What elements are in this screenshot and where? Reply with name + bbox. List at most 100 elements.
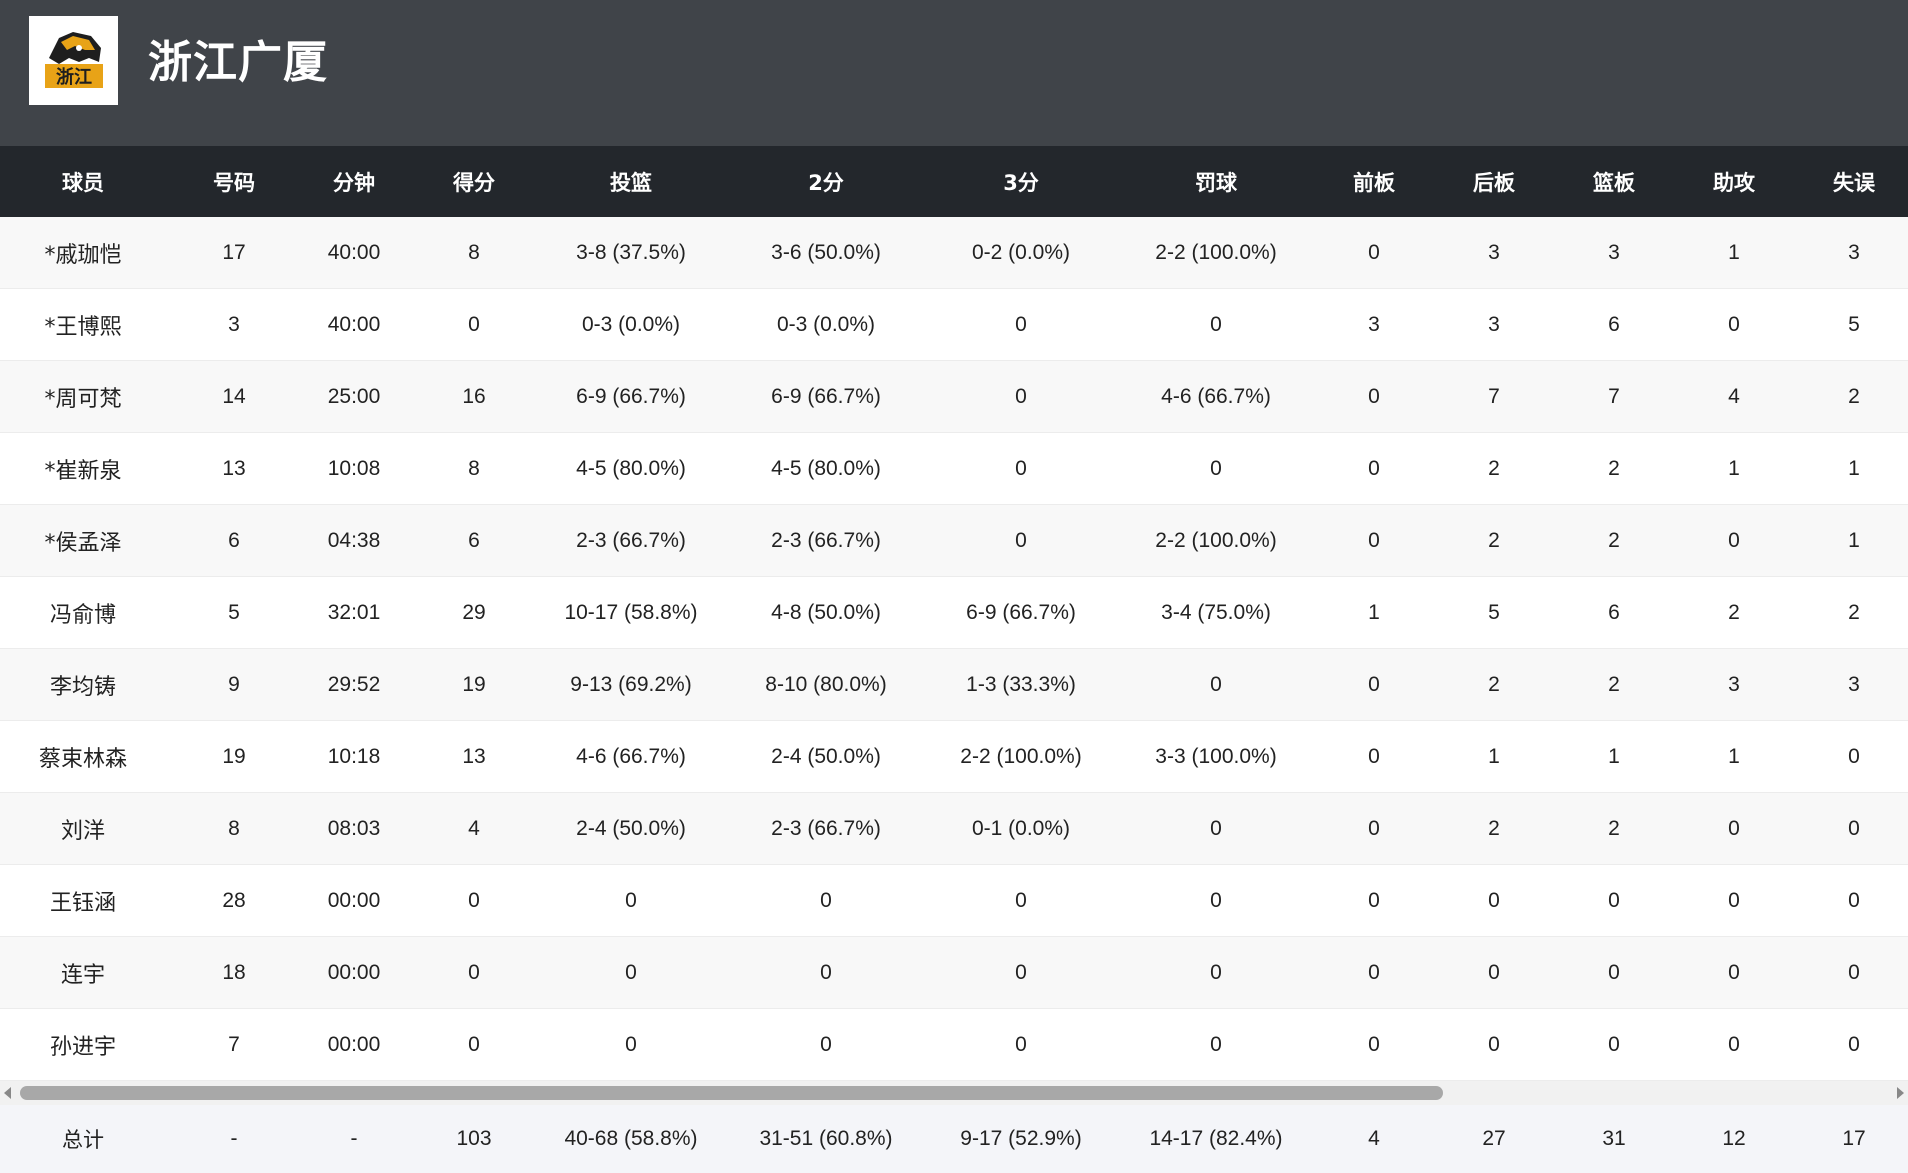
- stat-off-reb: 0: [1368, 816, 1380, 840]
- team-header: 浙江 浙江广厦: [0, 0, 1908, 146]
- stat-tov: 0: [1848, 960, 1860, 984]
- stat-tov: 0: [1848, 816, 1860, 840]
- stat-ast: 1: [1728, 240, 1740, 264]
- stat-minutes: 29:52: [327, 672, 381, 696]
- stat-def-reb: 2: [1488, 456, 1500, 480]
- table-row: *崔新泉 13 10:08 8 4-5 (80.0%) 4-5 (80.0%) 0 0 0 2 2 1…: [0, 433, 1908, 505]
- scroll-left-arrow-icon[interactable]: [4, 1087, 11, 1099]
- stat-two-pt: 2-3 (66.7%): [771, 816, 881, 840]
- tiger-logo-icon: 浙江: [45, 32, 103, 88]
- stat-reb: 1: [1608, 744, 1620, 768]
- table-row: *侯孟泽 6 04:38 6 2-3 (66.7%) 2-3 (66.7%) 0 2-2 (1…: [0, 505, 1908, 577]
- player-name: *崔新泉: [44, 458, 122, 484]
- stat-ft: 0: [1210, 816, 1222, 840]
- stat-off-reb: 0: [1368, 672, 1380, 696]
- stat-ast: 4: [1728, 384, 1740, 408]
- stat-ast: 0: [1728, 888, 1740, 912]
- stat-reb: 6: [1608, 600, 1620, 624]
- stat-tov: 5: [1848, 312, 1860, 336]
- table-header: 球员 号码 分钟 得分 投篮 2分 3分 罚球 前板 后板 篮板 助攻 失误: [0, 146, 1908, 217]
- stat-minutes: 40:00: [327, 312, 381, 336]
- stat-reb: 0: [1608, 1032, 1620, 1056]
- player-name: *王博熙: [44, 314, 122, 340]
- total-minutes: -: [350, 1127, 358, 1150]
- stat-number: 19: [222, 744, 246, 768]
- table-row: 王钰涵 28 00:00 0 0 0 0 0 0 0 0 0 0: [0, 865, 1908, 937]
- player-stats-table: *戚珈恺 17 40:00 8 3-8 (37.5%) 3-6 (50.0%) 0-2 (0…: [0, 217, 1908, 1081]
- stat-two-pt: 3-6 (50.0%): [771, 240, 881, 264]
- stat-number: 28: [222, 888, 246, 912]
- column-header-number: 号码: [213, 170, 255, 195]
- table-row: 李均铸 9 29:52 19 9-13 (69.2%) 8-10 (80.0%) 1-3 (…: [0, 649, 1908, 721]
- stat-minutes: 00:00: [327, 1032, 381, 1056]
- stat-off-reb: 0: [1368, 1032, 1380, 1056]
- stat-tov: 0: [1848, 1032, 1860, 1056]
- stat-fg: 0: [625, 1032, 637, 1056]
- stat-reb: 2: [1608, 672, 1620, 696]
- stat-points: 13: [462, 744, 486, 768]
- horizontal-scrollbar[interactable]: [0, 1081, 1908, 1105]
- scrollbar-thumb[interactable]: [20, 1086, 1443, 1100]
- stat-def-reb: 2: [1488, 672, 1500, 696]
- stat-tov: 0: [1848, 744, 1860, 768]
- total-ast: 12: [1722, 1127, 1746, 1150]
- stat-number: 18: [222, 960, 246, 984]
- stat-points: 8: [468, 456, 480, 480]
- stat-off-reb: 0: [1368, 240, 1380, 264]
- player-name: 孙进宇: [49, 1034, 116, 1060]
- stat-minutes: 10:08: [327, 456, 381, 480]
- column-header-reb: 篮板: [1593, 170, 1635, 195]
- stat-points: 0: [468, 312, 480, 336]
- stat-minutes: 00:00: [327, 888, 381, 912]
- stat-ast: 3: [1728, 672, 1740, 696]
- stat-number: 8: [228, 816, 240, 840]
- stat-two-pt: 2-4 (50.0%): [771, 744, 881, 768]
- total-tov: 17: [1842, 1127, 1866, 1150]
- stat-three-pt: 0: [1015, 384, 1027, 408]
- stat-off-reb: 0: [1368, 744, 1380, 768]
- stat-fg: 6-9 (66.7%): [576, 384, 686, 408]
- stat-minutes: 08:03: [327, 816, 381, 840]
- player-name: *戚珈恺: [44, 242, 122, 268]
- player-name: 冯俞博: [49, 602, 116, 628]
- stat-number: 13: [222, 456, 246, 480]
- column-header-points: 得分: [453, 170, 495, 195]
- stat-ast: 0: [1728, 816, 1740, 840]
- stat-ast: 0: [1728, 960, 1740, 984]
- stat-points: 0: [468, 960, 480, 984]
- stat-ft: 0: [1210, 312, 1222, 336]
- stat-ft: 0: [1210, 960, 1222, 984]
- stat-points: 8: [468, 240, 480, 264]
- player-name: 蔡束林森: [38, 746, 127, 772]
- total-number: -: [230, 1127, 238, 1150]
- stat-points: 6: [468, 528, 480, 552]
- stat-tov: 2: [1848, 384, 1860, 408]
- stat-ft: 0: [1210, 672, 1222, 696]
- stat-def-reb: 0: [1488, 960, 1500, 984]
- stat-off-reb: 0: [1368, 528, 1380, 552]
- stat-off-reb: 0: [1368, 888, 1380, 912]
- stat-reb: 3: [1608, 240, 1620, 264]
- stat-two-pt: 0: [820, 1032, 832, 1056]
- table-row: 蔡束林森 19 10:18 13 4-6 (66.7%) 2-4 (50.0%) 2-2 (…: [0, 721, 1908, 793]
- player-name: *侯孟泽: [44, 530, 122, 556]
- stat-tov: 3: [1848, 672, 1860, 696]
- stat-fg: 10-17 (58.8%): [564, 600, 698, 624]
- total-three-pt: 9-17 (52.9%): [960, 1127, 1082, 1150]
- stat-ast: 1: [1728, 456, 1740, 480]
- stat-three-pt: 0-2 (0.0%): [971, 240, 1071, 264]
- column-header-off-reb: 前板: [1353, 170, 1395, 195]
- table-row: *王博熙 3 40:00 0 0-3 (0.0%) 0-3 (0.0%) 0 0 3 3 6 0 5: [0, 289, 1908, 361]
- stat-off-reb: 0: [1368, 456, 1380, 480]
- stat-reb: 2: [1608, 816, 1620, 840]
- stat-tov: 3: [1848, 240, 1860, 264]
- stat-fg: 2-4 (50.0%): [576, 816, 686, 840]
- stat-def-reb: 3: [1488, 312, 1500, 336]
- stat-three-pt: 0: [1015, 456, 1027, 480]
- scroll-right-arrow-icon[interactable]: [1897, 1087, 1904, 1099]
- stat-off-reb: 3: [1368, 312, 1380, 336]
- total-points: 103: [456, 1127, 492, 1150]
- total-off-reb: 4: [1368, 1127, 1380, 1150]
- stat-reb: 2: [1608, 528, 1620, 552]
- column-header-fg: 投篮: [610, 170, 652, 195]
